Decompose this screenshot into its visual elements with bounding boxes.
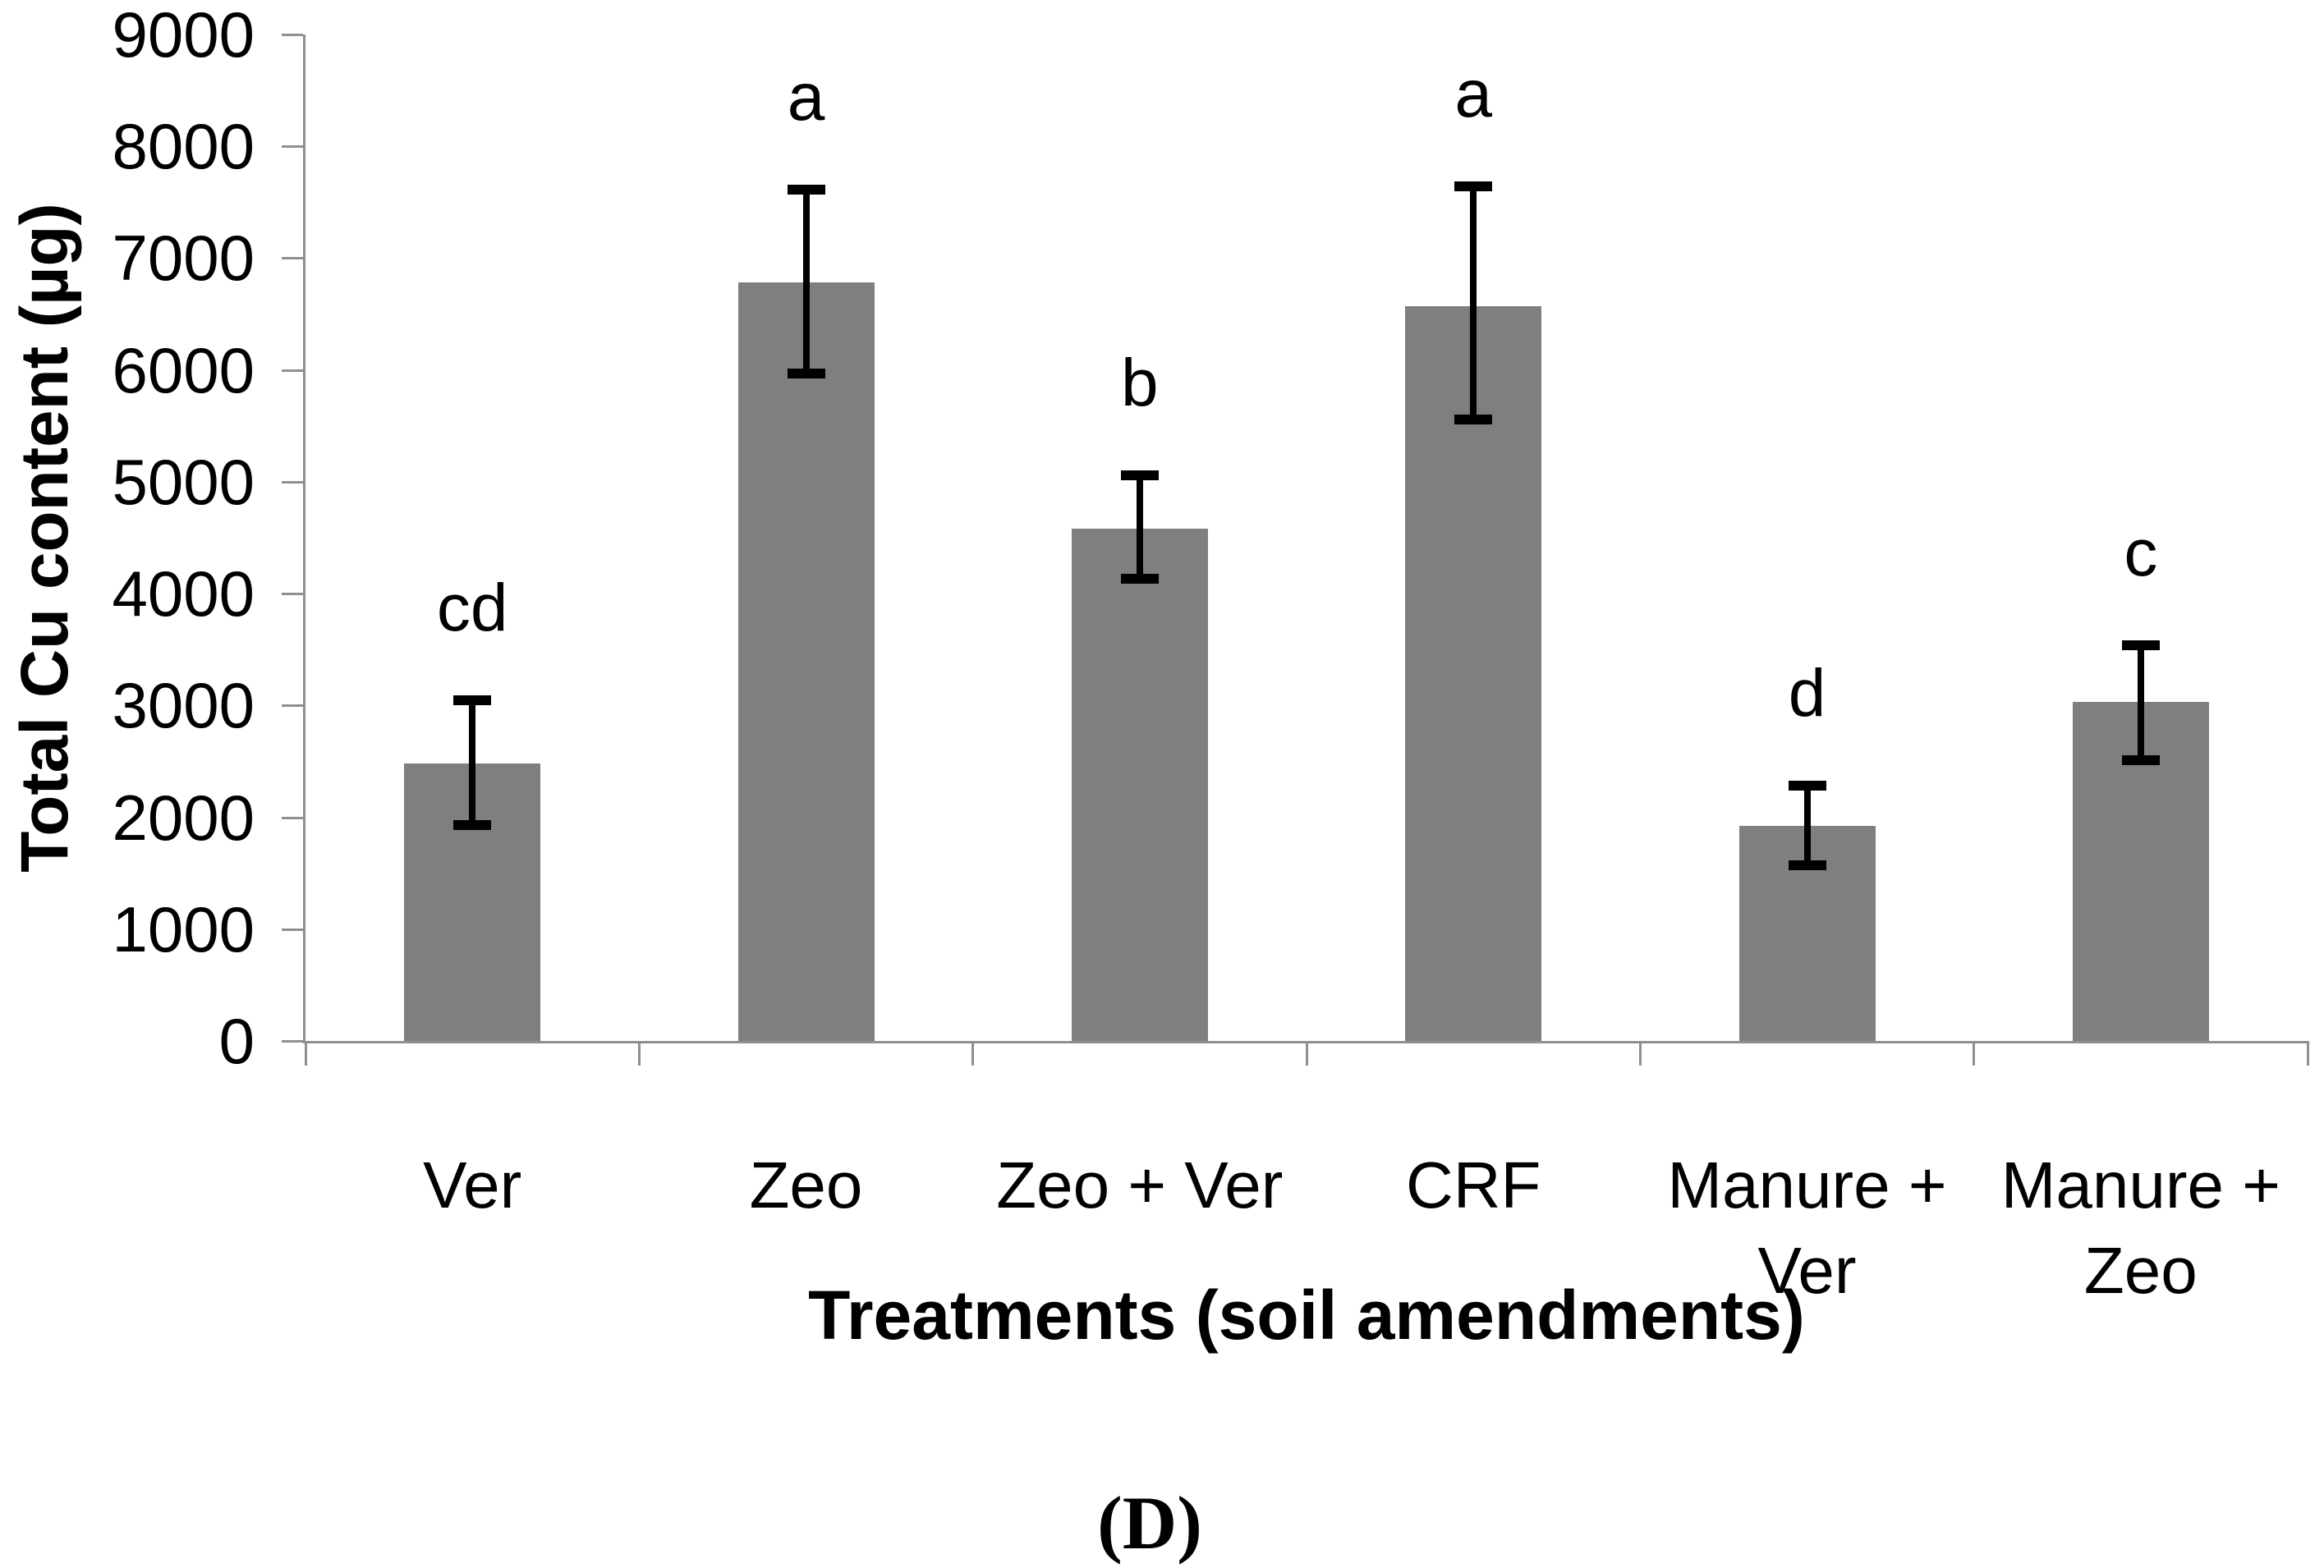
y-tick-label: 5000: [112, 445, 255, 518]
y-tick: [282, 369, 303, 372]
error-bar-cap-top: [453, 695, 492, 705]
y-tick-label: 2000: [112, 781, 255, 854]
error-bar-stem: [2137, 644, 2144, 761]
x-category-label: CRF: [1307, 1143, 1640, 1228]
x-category-label-line: Manure +: [2000, 1148, 2280, 1222]
x-category-label: Ver: [305, 1143, 639, 1228]
error-bar-stem: [1136, 475, 1143, 580]
error-bar-stem: [1470, 186, 1477, 420]
x-tick: [1973, 1041, 1976, 1066]
x-tick: [637, 1041, 641, 1066]
x-category-label-line: Zeo: [2083, 1234, 2198, 1307]
error-bar-stem: [802, 190, 810, 374]
significance-letter: c: [2124, 515, 2158, 590]
significance-letter: d: [1788, 656, 1826, 731]
y-tick-label: 4000: [112, 557, 255, 630]
significance-letter: a: [787, 60, 825, 135]
y-tick: [282, 145, 303, 149]
x-category-label: Zeo: [639, 1143, 972, 1228]
error-bar-cap-bottom: [2121, 755, 2160, 766]
x-category-label-line: Ver: [423, 1148, 522, 1222]
error-bar-cap-bottom: [1120, 574, 1159, 585]
x-tick: [971, 1041, 975, 1066]
y-axis-line: [303, 34, 305, 1043]
x-category-label: Manure + Zeo: [1974, 1143, 2308, 1314]
x-tick: [1638, 1041, 1642, 1066]
significance-letter: b: [1121, 345, 1159, 420]
error-bar-cap-top: [1454, 181, 1493, 192]
y-tick-label: 0: [218, 1005, 255, 1077]
x-category-label-line: Zeo + Ver: [996, 1148, 1284, 1222]
error-bar-cap-bottom: [1454, 414, 1493, 424]
y-tick: [282, 1040, 303, 1043]
error-bar-cap-bottom: [453, 820, 492, 831]
significance-letter: cd: [436, 570, 508, 645]
y-tick-label: 8000: [112, 110, 255, 183]
x-tick: [1305, 1041, 1308, 1066]
x-category-label-line: Ver: [1757, 1234, 1857, 1307]
bar: [737, 282, 875, 1041]
x-category-label-line: Zeo: [749, 1148, 863, 1222]
x-category-label-line: Manure +: [1667, 1148, 1947, 1222]
y-tick: [282, 34, 303, 36]
y-tick: [282, 480, 303, 484]
error-bar-stem: [469, 699, 476, 826]
x-axis-title: Treatments (soil amendments): [808, 1277, 1805, 1354]
y-tick-label: 3000: [112, 669, 255, 742]
error-bar-stem: [1803, 786, 1811, 866]
error-bar-cap-top: [2121, 640, 2160, 650]
x-category-label: Manure + Ver: [1640, 1143, 1973, 1314]
x-tick: [304, 1041, 307, 1066]
x-tick: [2306, 1041, 2309, 1066]
y-tick: [282, 816, 303, 819]
x-category-label-line: CRF: [1405, 1148, 1541, 1222]
error-bar-cap-bottom: [787, 368, 825, 378]
y-tick: [282, 704, 303, 708]
error-bar-cap-top: [1788, 781, 1826, 791]
figure-caption: (D): [1097, 1481, 1202, 1565]
y-tick-label: 6000: [112, 333, 255, 406]
y-tick-label: 1000: [112, 892, 255, 965]
y-tick: [282, 257, 303, 260]
y-tick-label: 9000: [112, 0, 255, 71]
error-bar-cap-bottom: [1788, 860, 1826, 871]
error-bar-cap-top: [1120, 470, 1159, 480]
significance-letter: a: [1454, 57, 1492, 132]
x-category-label: Zeo + Ver: [973, 1143, 1307, 1228]
y-tick: [282, 928, 303, 931]
bar: [1071, 529, 1208, 1041]
y-tick: [282, 593, 303, 596]
y-tick-label: 7000: [112, 222, 255, 295]
bar: [1405, 306, 1542, 1041]
error-bar-cap-top: [787, 185, 825, 195]
